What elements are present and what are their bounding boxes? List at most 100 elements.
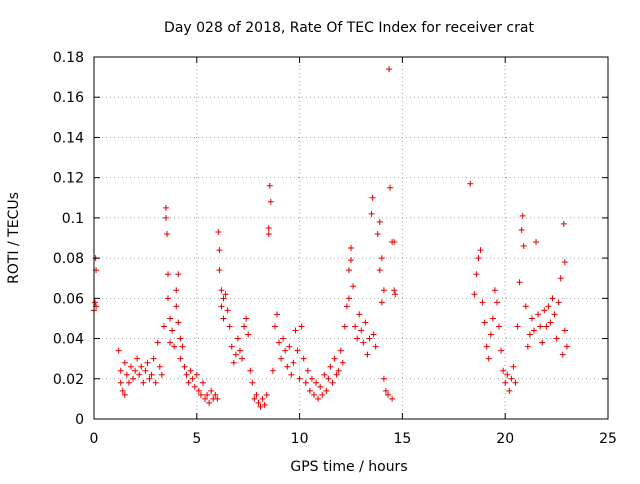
data-point [280, 335, 287, 342]
data-point [370, 331, 377, 338]
x-tick-label: 20 [496, 431, 514, 447]
data-point [553, 335, 560, 342]
data-point [382, 387, 389, 394]
data-point [502, 379, 509, 386]
data-point [541, 307, 548, 314]
data-point [500, 367, 507, 374]
data-point [555, 299, 562, 306]
data-point [547, 319, 554, 326]
data-point [181, 363, 188, 370]
data-point [239, 355, 246, 362]
data-point [559, 351, 566, 358]
data-point [165, 295, 172, 302]
data-point [187, 367, 194, 374]
data-point [144, 359, 151, 366]
data-point [380, 287, 387, 294]
data-point [290, 359, 297, 366]
y-tick-label: 0.16 [53, 90, 84, 106]
data-point [255, 399, 262, 406]
data-point [325, 375, 332, 382]
data-point [185, 379, 192, 386]
data-points [91, 66, 570, 410]
data-point [475, 255, 482, 262]
data-point [142, 367, 149, 374]
data-point [167, 315, 174, 322]
data-point [224, 307, 231, 314]
data-point [362, 319, 369, 326]
data-point [175, 319, 182, 326]
data-point [487, 331, 494, 338]
data-point [358, 327, 365, 334]
data-point [372, 343, 379, 350]
data-point [378, 255, 385, 262]
data-point [345, 295, 352, 302]
data-point [561, 327, 568, 334]
data-point [206, 399, 213, 406]
data-point [245, 331, 252, 338]
data-point [215, 228, 222, 235]
y-tick-label: 0.1 [62, 211, 84, 227]
data-point [483, 343, 490, 350]
data-point [236, 347, 243, 354]
data-point [156, 363, 163, 370]
data-point [313, 379, 320, 386]
y-tick-label: 0.02 [53, 372, 84, 388]
data-point [376, 218, 383, 225]
data-point [543, 323, 550, 330]
data-point [152, 379, 159, 386]
data-point [300, 355, 307, 362]
data-point [374, 230, 381, 237]
data-point [130, 375, 137, 382]
data-point [154, 339, 161, 346]
data-point [386, 66, 393, 73]
data-point [389, 395, 396, 402]
data-point [356, 311, 363, 318]
data-point [208, 387, 215, 394]
data-point [247, 367, 254, 374]
data-point [354, 335, 361, 342]
data-point [160, 323, 167, 330]
data-point [504, 371, 511, 378]
axis-ticks [93, 56, 609, 420]
data-point [286, 343, 293, 350]
data-point [477, 247, 484, 254]
data-point [333, 371, 340, 378]
data-point [232, 351, 239, 358]
x-tick-label: 5 [192, 431, 201, 447]
data-point [218, 303, 225, 310]
data-point [132, 367, 139, 374]
y-tick-label: 0.12 [53, 171, 84, 187]
data-point [218, 287, 225, 294]
data-point [115, 347, 122, 354]
data-point [265, 230, 272, 237]
data-point [282, 347, 289, 354]
data-point [294, 347, 301, 354]
data-point [296, 375, 303, 382]
data-point [387, 184, 394, 191]
data-point [146, 375, 153, 382]
data-point [498, 347, 505, 354]
data-point [140, 379, 147, 386]
data-point [173, 303, 180, 310]
data-point [518, 226, 525, 233]
data-point [163, 230, 170, 237]
data-point [350, 283, 357, 290]
x-axis-label: GPS time / hours [290, 459, 407, 475]
data-point [331, 355, 338, 362]
tick-labels: 0 5 10 15 20 25 0 0.02 0.04 0.06 0.08 0.1 0.12 0.14 0.… [53, 50, 617, 447]
data-point [251, 395, 258, 402]
data-point [234, 335, 241, 342]
data-point [214, 395, 221, 402]
data-point [259, 395, 266, 402]
data-point [473, 271, 480, 278]
y-tick-label: 0.06 [53, 291, 84, 307]
data-point [253, 391, 260, 398]
data-point [348, 257, 354, 264]
data-point [508, 375, 515, 382]
data-point [519, 212, 526, 219]
data-point [337, 347, 344, 354]
data-point [204, 391, 211, 398]
data-point [380, 375, 387, 382]
data-point [506, 387, 513, 394]
data-point [385, 391, 392, 398]
